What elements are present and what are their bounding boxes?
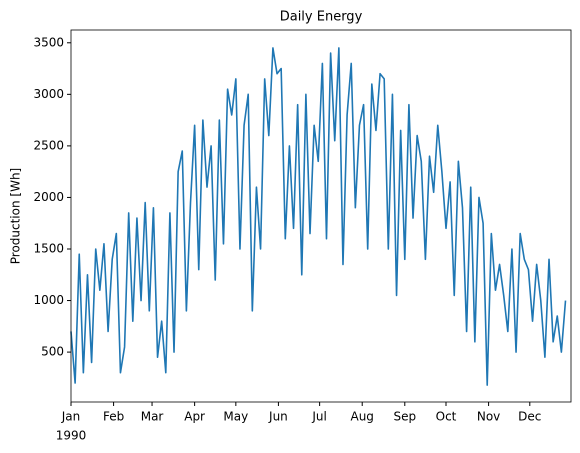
y-tick-label: 3500	[33, 35, 64, 49]
y-tick-label: 1500	[33, 241, 64, 255]
data-line	[70, 47, 567, 386]
x-tick-label: Mar	[141, 410, 164, 424]
y-tick-label: 2000	[33, 190, 64, 204]
x-tick-label: Jan	[61, 410, 81, 424]
x-tick-label: Aug	[350, 410, 373, 424]
y-tick-label: 500	[41, 345, 64, 359]
x-tick-label: Jul	[311, 410, 326, 424]
x-tick-label: Sep	[393, 410, 416, 424]
x-tick-label: Feb	[103, 410, 124, 424]
x-tick-label: May	[223, 410, 248, 424]
chart-title: Daily Energy	[280, 10, 363, 25]
x-tick-label: Dec	[518, 410, 541, 424]
plot-frame	[70, 29, 572, 403]
y-axis-label: Production [Wh]	[9, 168, 23, 265]
y-tick-label: 3000	[33, 87, 64, 101]
x-tick-label: Apr	[184, 410, 205, 424]
y-tick-label: 2500	[33, 138, 64, 152]
x-tick-label: Jun	[268, 410, 288, 424]
x-tick-label: Oct	[436, 410, 457, 424]
x-sublabel: 1990	[56, 429, 87, 443]
y-tick-label: 1000	[33, 293, 64, 307]
x-tick-label: Nov	[477, 410, 500, 424]
